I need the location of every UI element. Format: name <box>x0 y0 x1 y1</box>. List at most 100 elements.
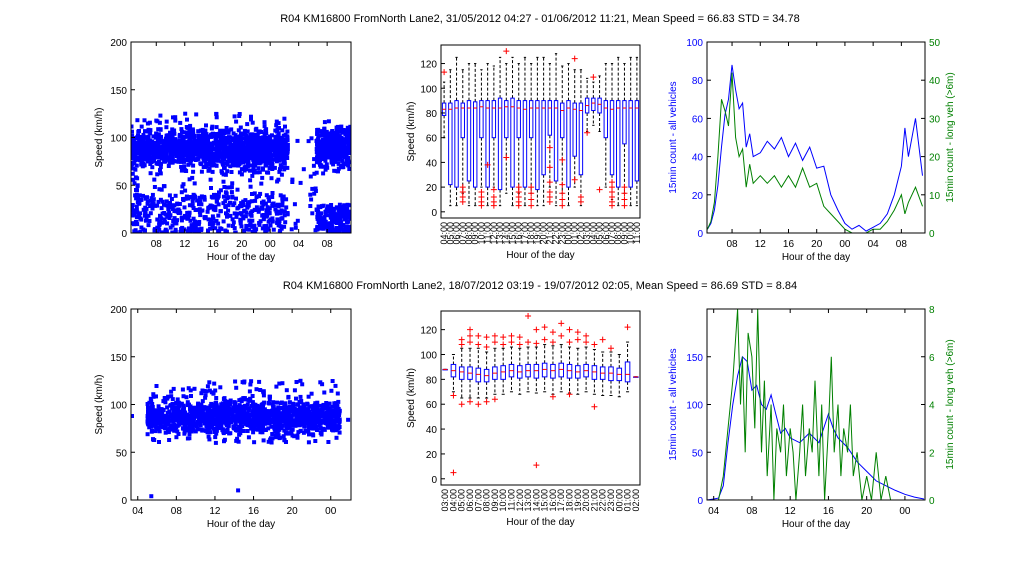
scatter-point <box>280 415 285 420</box>
scatter-point <box>214 195 218 200</box>
scatter-point <box>145 419 150 424</box>
outlier-marker <box>483 334 490 341</box>
scatter-point <box>342 142 347 147</box>
scatter-point <box>292 202 297 207</box>
scatter-point <box>188 161 193 166</box>
scatter-point <box>192 386 197 391</box>
outlier-marker <box>483 344 490 351</box>
scatter-point <box>285 129 290 134</box>
box-body <box>485 100 490 188</box>
scatter-point <box>330 215 335 220</box>
scatter-point <box>226 223 231 228</box>
scatter-point <box>321 171 326 176</box>
scatter-point <box>267 198 272 203</box>
scatter-point <box>186 386 191 391</box>
scatter-point <box>216 151 221 156</box>
outlier-marker <box>478 189 485 196</box>
scatter-point <box>190 425 195 430</box>
scatter-point <box>220 427 225 432</box>
category-label: 11:00 <box>632 222 642 244</box>
scatter-point <box>223 228 228 233</box>
scatter-point <box>176 404 181 409</box>
scatter-point <box>249 379 254 384</box>
scatter-point <box>163 229 168 233</box>
scatter-point <box>188 407 192 411</box>
scatter-point <box>221 219 226 224</box>
scatter-point <box>316 212 321 217</box>
right-tick-label: 30 <box>929 114 941 125</box>
scatter-point <box>334 406 339 411</box>
scatter-point <box>218 408 223 413</box>
scatter-point <box>336 166 341 171</box>
scatter-point <box>241 216 246 221</box>
scatter-point <box>317 412 322 417</box>
category-label: 02:00 <box>631 489 641 512</box>
scatter-point <box>313 186 318 191</box>
scatter-point <box>245 129 250 134</box>
scatter-point <box>216 158 221 163</box>
scatter-point <box>182 159 187 164</box>
category-label: 02:00 <box>576 222 586 245</box>
scatter-point <box>145 137 150 142</box>
scatter-point <box>258 160 263 165</box>
scatter-point <box>221 179 226 184</box>
scatter-point <box>166 204 171 209</box>
scatter-point <box>251 132 256 137</box>
scatter-point <box>312 157 317 162</box>
scatter-point <box>261 217 266 222</box>
outlier-marker <box>450 392 457 399</box>
scatter-point <box>337 226 342 231</box>
scatter-point <box>131 222 136 227</box>
scatter-point <box>211 417 215 422</box>
scatter-point <box>344 219 349 224</box>
scatter-point <box>298 406 302 410</box>
scatter-point <box>238 410 243 415</box>
scatter-point <box>148 150 152 155</box>
scatter-point <box>186 149 191 154</box>
scatter-point <box>327 425 332 430</box>
scatter-point <box>241 132 245 137</box>
scatter-point <box>147 417 152 422</box>
outlier-marker <box>549 339 556 346</box>
scatter-point <box>285 212 290 217</box>
scatter-point <box>157 120 162 125</box>
scatter-point <box>143 145 148 150</box>
scatter-point <box>250 120 255 125</box>
scatter-point <box>284 197 289 202</box>
category-label: 06:00 <box>465 489 475 512</box>
outlier-marker <box>475 401 482 408</box>
scatter-point <box>262 409 267 414</box>
category-label: 11:00 <box>483 222 493 244</box>
y-axis-label: 15min count - all vehicles <box>668 81 679 193</box>
scatter-point <box>269 440 274 445</box>
scatter-point <box>190 203 195 208</box>
box-body <box>547 100 553 136</box>
scatter-point <box>175 218 179 223</box>
scatter-point <box>277 436 282 441</box>
box-body <box>578 102 584 176</box>
box-1 <box>448 69 453 207</box>
category-label: 23:00 <box>606 489 616 512</box>
scatter-point <box>264 131 269 136</box>
scatter-point <box>232 114 237 119</box>
scatter-point <box>224 211 228 216</box>
scatter-point <box>148 422 153 427</box>
scatter-point <box>245 419 249 424</box>
scatter-point <box>319 408 324 413</box>
scatter-point <box>332 414 337 419</box>
scatter-point <box>310 211 315 216</box>
scatter-point <box>248 184 253 189</box>
scatter-point <box>142 213 147 218</box>
scatter-point <box>212 133 217 138</box>
category-label: 16:00 <box>548 489 558 512</box>
outlier-marker <box>571 55 578 62</box>
scatter-point <box>258 388 263 392</box>
y-tick-label: 100 <box>110 401 127 412</box>
scatter-point <box>310 186 315 191</box>
scatter-point <box>242 209 247 214</box>
scatter-point <box>328 414 333 419</box>
scatter-point <box>256 151 261 156</box>
scatter-point <box>281 138 286 143</box>
category-label: 08:00 <box>613 222 623 245</box>
scatter-point <box>169 144 173 149</box>
